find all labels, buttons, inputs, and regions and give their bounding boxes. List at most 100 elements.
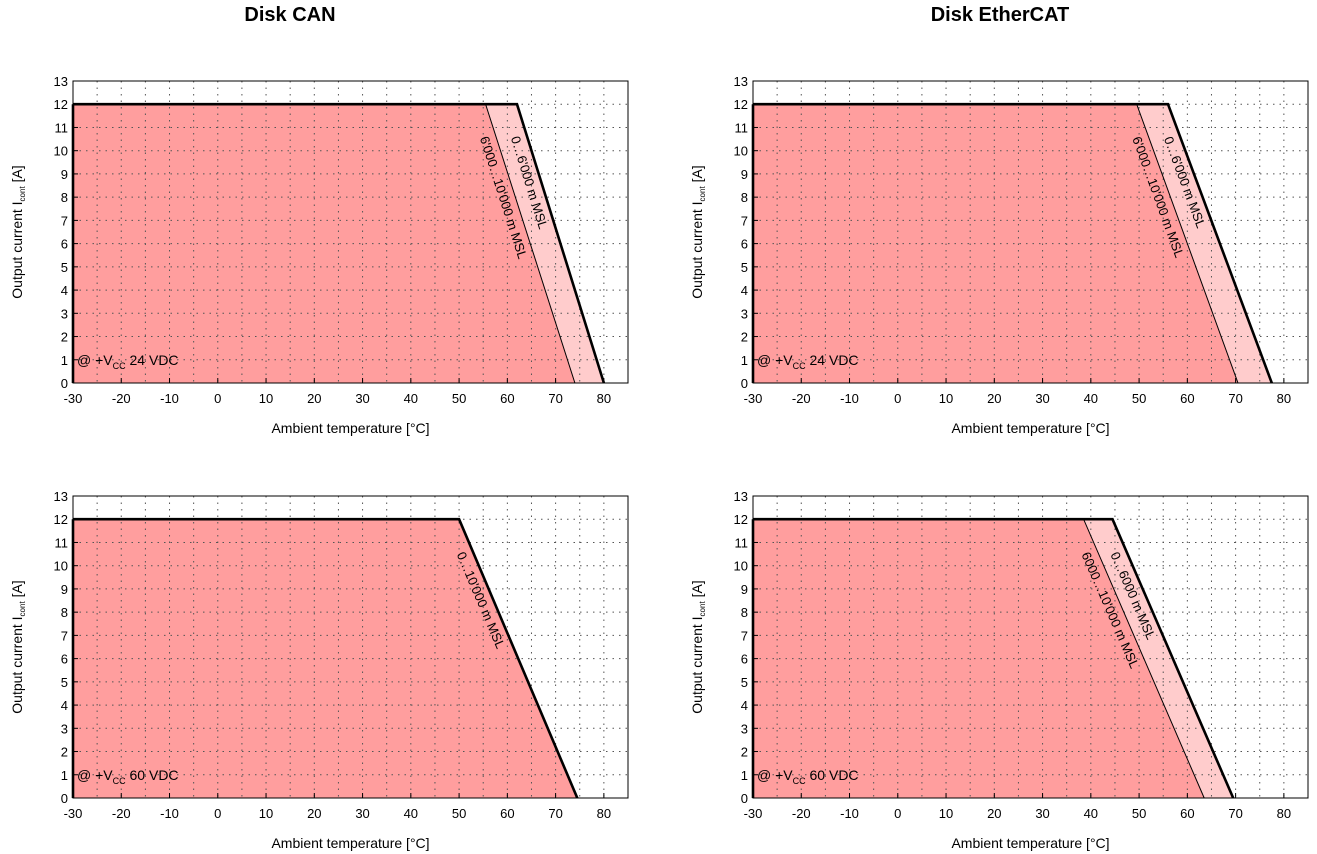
chart-3-series-line-1 — [753, 518, 1205, 799]
y-tick-label: 4 — [741, 698, 748, 713]
annotation-prefix: @ +V — [757, 352, 793, 368]
y-tick-label: 13 — [54, 74, 68, 89]
y-tick-label: 9 — [61, 582, 68, 597]
chart-3-frame — [752, 495, 1309, 799]
chart-3-x-axis-title: Ambient temperature [°C] — [951, 835, 1109, 851]
y-tick-label: 5 — [741, 675, 748, 690]
y-tick-label: 2 — [741, 745, 748, 760]
y-tick-label: 3 — [741, 306, 748, 321]
y-tick-label: 0 — [741, 791, 748, 806]
y-axis-title-main: Output current I — [689, 616, 705, 713]
y-tick-label: 12 — [54, 97, 68, 112]
column-title-disk-ethercat: Disk EtherCAT — [930, 4, 1070, 26]
y-axis-title-main: Output current I — [9, 201, 25, 298]
y-axis-title-sub: cont — [18, 186, 27, 202]
y-tick-label: 4 — [61, 698, 68, 713]
x-tick-label: 50 — [1132, 806, 1146, 821]
y-tick-label: 8 — [61, 190, 68, 205]
chart-disk-can-60vdc: 0…10'000 m MSL-30 -20 -10 0 10 20 30 40 50 60 70 80… — [9, 489, 629, 851]
x-tick-label: -10 — [160, 806, 179, 821]
y-tick-label: 6 — [741, 237, 748, 252]
y-tick-label: 7 — [741, 628, 748, 643]
x-tick-label: 20 — [307, 391, 321, 406]
y-tick-label: 13 — [54, 489, 68, 504]
y-tick-label: 6 — [61, 237, 68, 252]
y-tick-label: 11 — [735, 120, 749, 135]
chart-3-voltage-annotation: @ +VCC 60 VDC — [757, 767, 859, 786]
x-tick-label: 10 — [259, 391, 273, 406]
annotation-suffix: 60 VDC — [126, 767, 179, 783]
y-tick-label: 3 — [741, 721, 748, 736]
x-tick-label: 40 — [1084, 391, 1098, 406]
x-tick-label: -30 — [64, 391, 83, 406]
x-tick-label: 0 — [894, 806, 901, 821]
y-axis-title-main: Output current I — [689, 201, 705, 298]
x-tick-label: 20 — [307, 806, 321, 821]
y-tick-label: 13 — [734, 489, 748, 504]
chart-0-voltage-annotation: @ +VCC 24 VDC — [77, 352, 179, 371]
y-tick-label: 2 — [741, 330, 748, 345]
x-tick-label: 70 — [548, 391, 562, 406]
x-tick-label: 20 — [987, 806, 1001, 821]
annotation-prefix: @ +V — [77, 352, 113, 368]
y-tick-label: 9 — [741, 167, 748, 182]
y-tick-label: 13 — [734, 74, 748, 89]
x-tick-label: 0 — [214, 391, 221, 406]
x-tick-label: 30 — [355, 391, 369, 406]
y-tick-label: 0 — [61, 376, 68, 391]
x-tick-label: 80 — [597, 391, 611, 406]
annotation-sub: CC — [113, 776, 126, 786]
x-tick-label: 60 — [500, 806, 514, 821]
x-tick-label: -20 — [112, 806, 131, 821]
x-tick-label: 50 — [452, 391, 466, 406]
annotation-suffix: 24 VDC — [126, 352, 179, 368]
x-tick-label: 80 — [1277, 391, 1291, 406]
x-tick-label: 30 — [355, 806, 369, 821]
y-tick-label: 2 — [61, 745, 68, 760]
x-tick-label: 40 — [404, 806, 418, 821]
y-tick-label: 1 — [61, 768, 68, 783]
y-tick-label: 6 — [61, 652, 68, 667]
chart-2-frame — [72, 495, 629, 799]
y-tick-label: 1 — [741, 353, 748, 368]
y-tick-label: 4 — [741, 283, 748, 298]
chart-2-y-axis-title: Output current Icont [A] — [9, 580, 27, 713]
annotation-sub: CC — [113, 361, 126, 371]
x-tick-label: 50 — [452, 806, 466, 821]
x-tick-label: 70 — [1228, 806, 1242, 821]
y-tick-label: 10 — [734, 144, 748, 159]
y-tick-label: 7 — [61, 628, 68, 643]
y-axis-title-unit: [A] — [689, 580, 705, 601]
x-tick-label: 40 — [1084, 806, 1098, 821]
x-tick-label: 30 — [1035, 391, 1049, 406]
y-tick-label: 5 — [741, 260, 748, 275]
y-tick-label: 12 — [54, 512, 68, 527]
x-tick-label: 60 — [1180, 391, 1194, 406]
chart-2-voltage-annotation: @ +VCC 60 VDC — [77, 767, 179, 786]
y-tick-label: 6 — [741, 652, 748, 667]
y-tick-label: 0 — [61, 791, 68, 806]
x-tick-label: 60 — [500, 391, 514, 406]
y-axis-title-sub: cont — [18, 601, 27, 617]
y-tick-label: 12 — [734, 97, 748, 112]
chart-1-series-line-1 — [753, 103, 1239, 384]
chart-2-series-line-0 — [73, 517, 579, 799]
chart-0-area-main — [73, 104, 575, 383]
x-tick-label: -20 — [112, 391, 131, 406]
x-tick-label: 80 — [597, 806, 611, 821]
y-tick-label: 3 — [61, 721, 68, 736]
y-tick-label: 10 — [54, 559, 68, 574]
x-tick-label: 10 — [939, 391, 953, 406]
y-tick-label: 5 — [61, 675, 68, 690]
y-tick-label: 8 — [61, 605, 68, 620]
y-tick-label: 0 — [741, 376, 748, 391]
chart-2-grid — [73, 496, 629, 798]
y-tick-label: 11 — [735, 535, 749, 550]
x-tick-label: 70 — [548, 806, 562, 821]
x-tick-label: 40 — [404, 391, 418, 406]
annotation-suffix: 60 VDC — [806, 767, 859, 783]
y-tick-label: 4 — [61, 283, 68, 298]
y-tick-label: 10 — [734, 559, 748, 574]
